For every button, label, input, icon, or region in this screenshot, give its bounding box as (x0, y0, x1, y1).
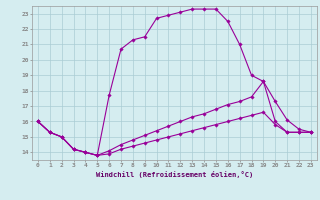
X-axis label: Windchill (Refroidissement éolien,°C): Windchill (Refroidissement éolien,°C) (96, 171, 253, 178)
